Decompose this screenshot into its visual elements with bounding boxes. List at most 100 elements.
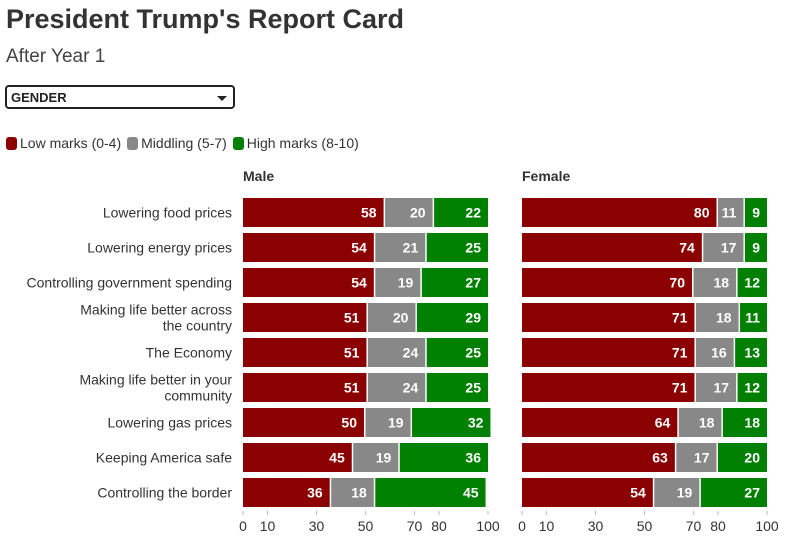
panel-title: Female — [522, 168, 570, 184]
bar-segment — [426, 233, 488, 262]
data-label: 24 — [403, 345, 419, 361]
data-label: 24 — [403, 380, 419, 396]
legend: Low marks (0-4) Middling (5-7) High mark… — [6, 135, 365, 151]
data-label: 18 — [744, 415, 760, 431]
bar-segment — [375, 478, 486, 507]
category-label: Controlling the border — [97, 485, 232, 501]
legend-item-high: High marks (8-10) — [232, 135, 359, 151]
data-label: 45 — [329, 450, 345, 466]
data-label: 20 — [393, 310, 409, 326]
bar-segment — [695, 373, 737, 402]
category-label: Keeping America safe — [96, 450, 232, 466]
category-label: The Economy — [146, 345, 232, 361]
chart-subtitle: After Year 1 — [6, 46, 106, 67]
bar-segment — [243, 408, 364, 437]
data-label: 12 — [744, 380, 760, 396]
data-label: 63 — [652, 450, 668, 466]
data-label: 27 — [465, 275, 481, 291]
data-label: 50 — [341, 415, 357, 431]
data-label: 12 — [744, 275, 760, 291]
legend-item-low: Low marks (0-4) — [6, 135, 121, 151]
data-label: 9 — [752, 205, 760, 221]
data-label: 51 — [344, 310, 360, 326]
bar-segment — [522, 303, 695, 332]
data-label: 71 — [672, 310, 688, 326]
bar-segment — [695, 303, 739, 332]
bar-segment — [522, 338, 695, 367]
legend-label-middling: Middling (5-7) — [141, 135, 227, 151]
category-label: Lowering energy prices — [87, 240, 232, 256]
bar-segment — [522, 198, 717, 227]
bar-segment — [243, 478, 330, 507]
bar-segment — [522, 478, 653, 507]
category-label: Making life better across the country — [80, 302, 232, 334]
bar-segment — [426, 373, 488, 402]
data-label: 74 — [679, 240, 695, 256]
bar-segment — [722, 408, 767, 437]
bar-segment — [744, 233, 767, 262]
data-label: 20 — [410, 205, 426, 221]
bar-segment — [353, 443, 399, 472]
bar-segment — [416, 303, 488, 332]
category-label: Lowering gas prices — [107, 415, 232, 431]
bar-segment — [434, 198, 488, 227]
data-label: 18 — [716, 310, 732, 326]
legend-label-high: High marks (8-10) — [246, 135, 359, 151]
bar-segment — [737, 373, 767, 402]
bar-segment — [385, 198, 433, 227]
data-label: 25 — [465, 380, 481, 396]
bar-segment — [522, 373, 695, 402]
data-label: 25 — [465, 345, 481, 361]
chevron-down-icon — [217, 96, 227, 101]
bar-segment — [421, 268, 488, 297]
data-label: 17 — [721, 240, 737, 256]
data-label: 21 — [403, 240, 419, 256]
bar-segment — [412, 408, 491, 437]
data-label: 51 — [344, 380, 360, 396]
bar-segment — [700, 478, 767, 507]
tick-label: 80 — [431, 518, 447, 534]
data-label: 29 — [465, 310, 481, 326]
tick-label: 30 — [588, 518, 604, 534]
data-label: 80 — [694, 205, 710, 221]
tick-label: 0 — [239, 518, 247, 534]
group-select[interactable]: GENDER — [5, 85, 235, 109]
data-label: 20 — [744, 450, 760, 466]
bar-segment — [367, 303, 416, 332]
data-label: 54 — [351, 240, 367, 256]
bar-segment — [703, 233, 744, 262]
data-label: 54 — [630, 485, 646, 501]
data-label: 54 — [351, 275, 367, 291]
data-label: 70 — [669, 275, 685, 291]
bar-segment — [243, 233, 374, 262]
tick-label: 10 — [539, 518, 555, 534]
data-label: 17 — [694, 450, 710, 466]
data-label: 19 — [388, 415, 404, 431]
bar-segment — [375, 233, 426, 262]
tick-label: 50 — [637, 518, 653, 534]
data-label: 11 — [745, 310, 760, 326]
bar-segment — [718, 443, 767, 472]
bar-segment — [522, 408, 678, 437]
legend-swatch-high — [232, 136, 244, 150]
data-label: 71 — [672, 345, 688, 361]
tick-label: 100 — [755, 518, 779, 534]
bar-segment — [243, 303, 367, 332]
data-label: 13 — [744, 345, 760, 361]
tick-label: 50 — [358, 518, 374, 534]
tick-label: 70 — [407, 518, 423, 534]
tick-label: 30 — [309, 518, 325, 534]
data-label: 18 — [351, 485, 367, 501]
bar-segment — [367, 338, 426, 367]
category-label: Lowering food prices — [103, 205, 232, 221]
bar-segment — [243, 338, 367, 367]
data-label: 19 — [398, 275, 414, 291]
bar-segment — [678, 408, 722, 437]
data-label: 45 — [463, 485, 479, 501]
data-label: 11 — [722, 205, 737, 221]
bar-segment — [693, 268, 737, 297]
data-label: 16 — [711, 345, 727, 361]
tick-label: 0 — [518, 518, 526, 534]
bar-segment — [654, 478, 700, 507]
